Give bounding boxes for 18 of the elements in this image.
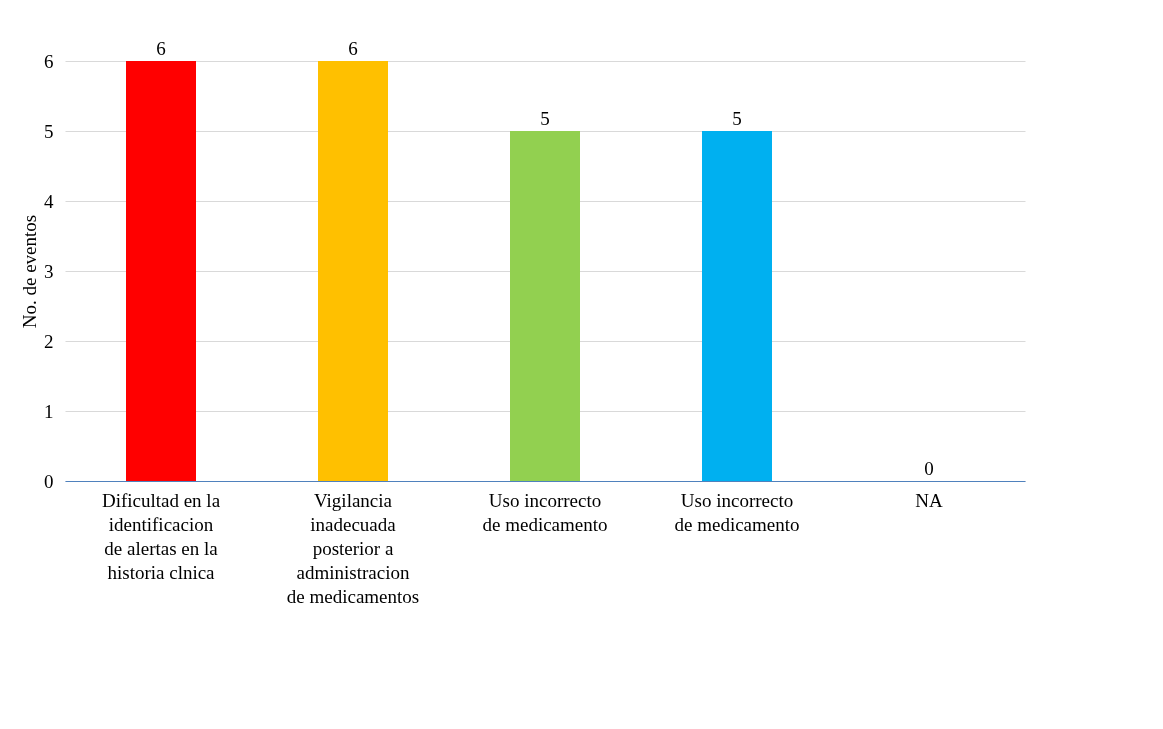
y-tick-label: 1 [44,400,54,422]
y-tick-label: 6 [44,50,54,72]
y-axis-title: No. de eventos [19,214,40,329]
data-label: 0 [924,458,934,479]
x-tick-label: Uso incorrecto de medicamento [674,489,800,535]
x-tick-label: Uso incorrecto de medicamento [482,489,608,535]
y-tick-label: 5 [44,120,54,142]
data-label: 5 [732,108,742,129]
data-label: 6 [348,38,358,59]
x-tick-label: Dificultad en la identificacion de alertas en la historia clnica [101,489,221,583]
data-label: 5 [540,108,550,129]
y-tick-label: 3 [44,260,54,282]
data-label: 6 [156,38,166,59]
y-tick-label: 4 [44,190,54,212]
y-tick-label: 0 [44,470,54,492]
y-tick-label: 2 [44,330,54,352]
x-tick-label: Vigilancia inadecuada posterior a administracion de medicamentos [286,489,420,607]
x-tick-label: NA [915,489,943,511]
